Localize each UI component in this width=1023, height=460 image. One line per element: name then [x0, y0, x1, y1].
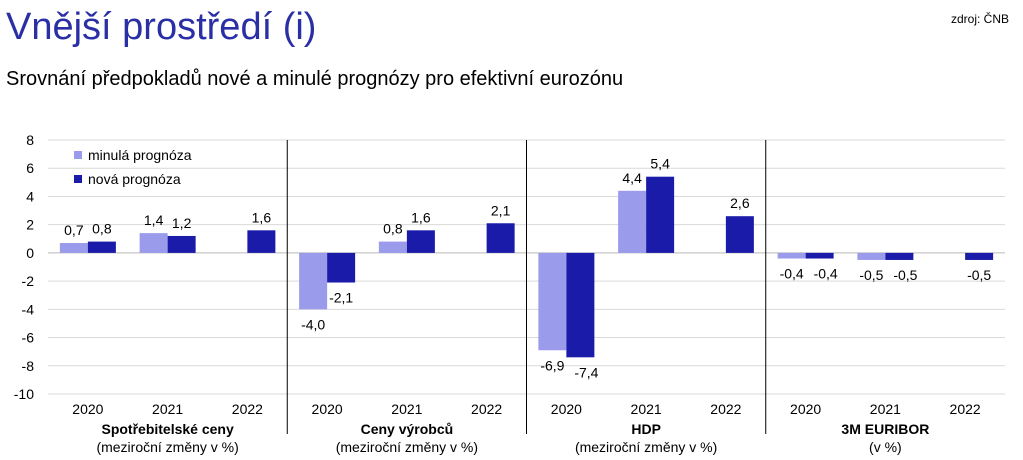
data-label-prev: -6,9: [540, 357, 564, 373]
group-name: 3M EURIBOR: [841, 421, 929, 437]
data-label-prev: 0,8: [383, 221, 403, 237]
source-note: zdroj: ČNB: [950, 12, 1009, 26]
data-label-new: -0,4: [814, 266, 838, 282]
data-label-new: 2,6: [730, 195, 750, 211]
chart-subtitle: Srovnání předpokladů nové a minulé progn…: [6, 68, 624, 90]
y-tick-label: 2: [26, 217, 34, 233]
x-year-label: 2022: [710, 401, 741, 417]
x-year-label: 2022: [471, 401, 502, 417]
data-label-prev: 0,7: [64, 222, 84, 238]
bar-prev: [857, 252, 886, 260]
group-name: Spotřebitelské ceny: [101, 421, 233, 437]
y-tick-label: 8: [26, 132, 34, 148]
x-year-label: 2020: [312, 401, 343, 417]
bar-new: [87, 241, 116, 253]
bar-new: [805, 252, 834, 259]
data-label-prev: -0,5: [859, 267, 883, 283]
y-tick-label: -4: [22, 301, 35, 317]
y-tick-label: 0: [26, 245, 34, 261]
data-label-prev: 1,4: [144, 212, 164, 228]
data-label-new: -2,1: [329, 290, 353, 306]
y-tick-label: -2: [22, 273, 35, 289]
x-year-label: 2022: [232, 401, 263, 417]
legend-label: minulá prognóza: [88, 147, 192, 163]
y-tick-label: -10: [14, 386, 34, 402]
bar-new: [247, 230, 276, 253]
bar-prev: [139, 233, 168, 253]
group-unit: (meziroční změny v %): [575, 439, 717, 455]
x-year-label: 2021: [870, 401, 901, 417]
bar-prev: [299, 252, 328, 310]
bar-new: [167, 235, 196, 253]
bar-new: [965, 252, 994, 260]
bar-prev: [618, 190, 647, 253]
x-year-label: 2021: [152, 401, 183, 417]
group-unit: (meziroční změny v %): [336, 439, 478, 455]
group-unit: (v %): [869, 439, 902, 455]
data-label-prev: -4,0: [301, 316, 325, 332]
x-year-label: 2020: [551, 401, 582, 417]
x-year-label: 2020: [72, 401, 103, 417]
y-tick-label: 6: [26, 160, 34, 176]
data-label-new: 1,6: [252, 209, 272, 225]
data-label-new: 0,8: [92, 221, 112, 237]
group-unit: (meziroční změny v %): [96, 439, 238, 455]
data-label-new: 5,4: [650, 156, 670, 172]
legend-swatch: [74, 175, 82, 183]
data-label-new: -0,5: [893, 267, 917, 283]
y-tick-label: -6: [22, 330, 35, 346]
data-label-new: 1,6: [411, 209, 431, 225]
bar-prev: [777, 252, 806, 259]
data-label-prev: 4,4: [622, 170, 642, 186]
data-label-prev: -0,4: [780, 266, 804, 282]
group-name: HDP: [631, 421, 661, 437]
bar-new: [486, 223, 515, 253]
legend-label: nová prognóza: [88, 171, 181, 187]
legend-swatch: [74, 151, 82, 159]
bar-prev: [59, 243, 88, 253]
bar-new: [725, 216, 754, 253]
y-tick-label: -8: [22, 358, 35, 374]
bar-new: [327, 252, 356, 283]
bar-new: [885, 252, 914, 260]
y-tick-label: 4: [26, 188, 34, 204]
group-name: Ceny výrobců: [361, 421, 454, 437]
page-title: Vnější prostředí (i): [6, 6, 317, 48]
data-label-new: -0,5: [967, 267, 991, 283]
bar-prev: [378, 241, 407, 253]
x-year-label: 2022: [950, 401, 981, 417]
bar-new: [646, 176, 675, 253]
bar-new: [566, 252, 595, 358]
x-year-label: 2021: [391, 401, 422, 417]
bar-new: [406, 230, 435, 253]
data-label-new: 1,2: [172, 215, 192, 231]
data-label-new: 2,1: [491, 202, 511, 218]
bar-prev: [538, 252, 567, 351]
data-label-new: -7,4: [574, 364, 598, 380]
x-year-label: 2021: [631, 401, 662, 417]
x-year-label: 2020: [790, 401, 821, 417]
